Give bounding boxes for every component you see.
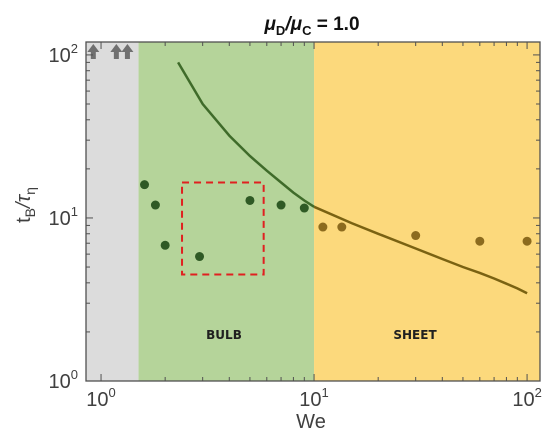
x-tick-label-1: 101 (299, 385, 328, 411)
plot-frame (85, 41, 541, 382)
curve-bulb-segment (177, 61, 315, 208)
up-arrow-1 (110, 44, 123, 59)
y-tick-label-0: 100 (49, 367, 78, 393)
region-bulb (138, 42, 315, 381)
data-point-0-4 (245, 195, 255, 205)
y-axis-label: tB/τη (13, 187, 38, 223)
plot-border (85, 41, 541, 382)
region-label-bulb: BULB (206, 328, 242, 342)
data-point-0-0 (140, 180, 150, 190)
axis-ticks: 100 101 102 100 101 102 (49, 41, 542, 411)
data-point-0-3 (195, 252, 205, 262)
region-sheet (314, 42, 540, 381)
data-point-1-1 (337, 222, 347, 232)
data-point-1-2 (411, 231, 421, 241)
highlight-box (181, 181, 265, 276)
data-point-1-0 (318, 222, 328, 232)
data-point-1-4 (522, 236, 532, 246)
x-tick-label-2: 102 (512, 385, 541, 411)
region-gray (86, 42, 139, 381)
data-points (140, 180, 532, 262)
curve-sheet-segment (313, 205, 528, 295)
highlight-box-rect (181, 181, 265, 276)
background-regions (86, 42, 540, 381)
chart-title: μD/μC = 1.0 (263, 14, 359, 38)
data-point-0-2 (160, 240, 170, 250)
up-arrow-2 (121, 44, 134, 59)
x-axis-label: We (296, 411, 326, 433)
y-tick-label-2: 102 (49, 41, 78, 67)
y-tick-label-1: 101 (49, 204, 78, 230)
data-point-0-5 (276, 200, 286, 210)
x-tick-label-0: 100 (86, 385, 115, 411)
data-point-1-3 (475, 236, 485, 246)
arrow-markers (87, 44, 134, 59)
region-label-sheet: SHEET (393, 328, 437, 342)
data-point-0-1 (150, 200, 160, 210)
up-arrow-0 (87, 44, 100, 59)
data-point-0-6 (299, 203, 309, 213)
model-curve (177, 61, 528, 295)
